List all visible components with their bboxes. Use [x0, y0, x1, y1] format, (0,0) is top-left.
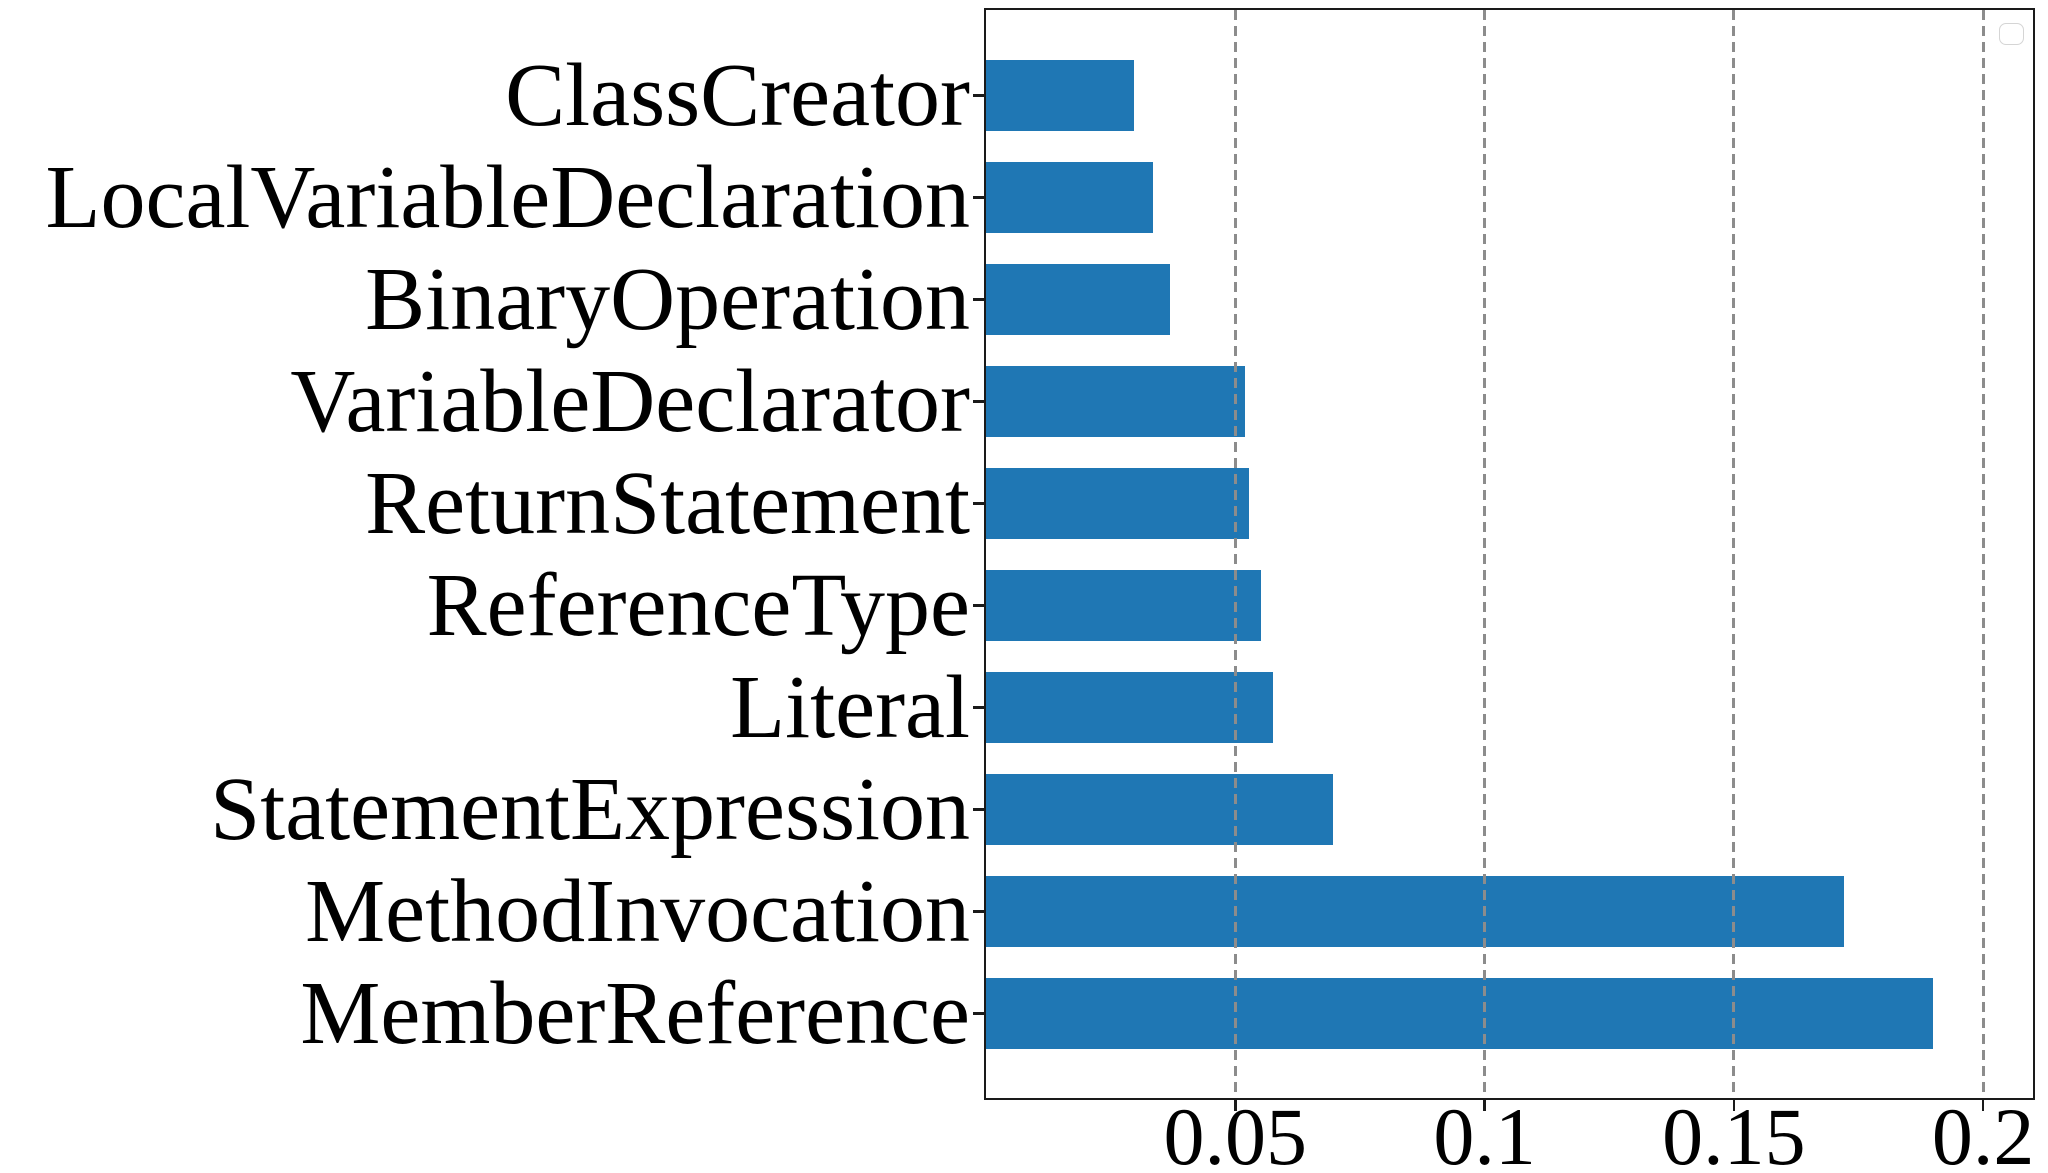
y-axis-label: VariableDeclarator — [290, 351, 970, 451]
x-tick-mark — [1234, 1098, 1237, 1111]
bar — [986, 162, 1154, 233]
x-tick-mark — [1483, 1098, 1486, 1111]
bar — [986, 468, 1250, 539]
y-tick-mark — [973, 298, 986, 301]
x-tick-mark — [1732, 1098, 1736, 1111]
y-tick-mark — [973, 502, 986, 505]
y-axis-label: ReferenceType — [426, 555, 970, 655]
y-tick-mark — [973, 808, 986, 811]
y-tick-mark — [973, 706, 986, 709]
bar — [986, 672, 1274, 743]
y-tick-mark — [973, 604, 986, 607]
x-tick-mark — [1981, 1098, 1985, 1111]
y-tick-mark — [973, 196, 986, 199]
bar — [986, 366, 1246, 437]
bar — [986, 264, 1170, 335]
bar — [986, 876, 1844, 947]
y-tick-mark — [973, 1012, 986, 1015]
bar — [986, 774, 1333, 845]
y-axis-label: ClassCreator — [505, 45, 970, 145]
y-axis-label: MemberReference — [300, 963, 970, 1063]
y-tick-mark — [973, 400, 986, 403]
y-axis-label: LocalVariableDeclaration — [45, 147, 970, 247]
y-tick-mark — [973, 94, 986, 97]
x-gridline — [1981, 10, 1985, 1098]
x-gridline — [1233, 10, 1237, 1098]
bar — [986, 570, 1262, 641]
legend-box — [1999, 23, 2024, 45]
x-gridline — [1483, 10, 1487, 1098]
y-axis-label: StatementExpression — [210, 759, 970, 859]
y-axis-label: ReturnStatement — [365, 453, 970, 553]
y-axis-label: Literal — [730, 657, 970, 757]
bar — [986, 60, 1135, 131]
y-axis-label: MethodInvocation — [305, 861, 970, 961]
plot-area — [983, 7, 2035, 1100]
y-axis-label: BinaryOperation — [365, 249, 970, 349]
bar — [986, 978, 1934, 1049]
y-tick-mark — [973, 910, 986, 913]
x-gridline — [1732, 10, 1736, 1098]
